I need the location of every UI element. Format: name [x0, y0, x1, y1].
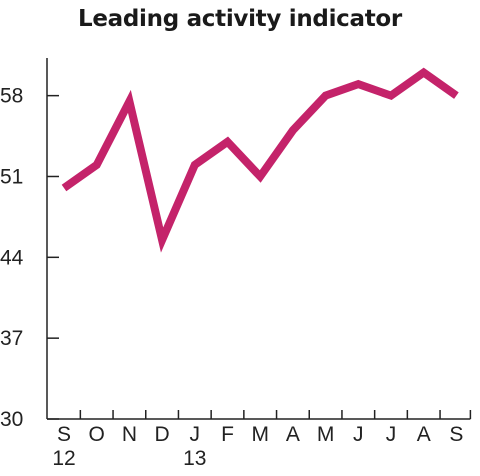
y-tick-label: 44 — [0, 246, 24, 269]
x-tick-label: A — [286, 423, 300, 446]
x-tick-label: J — [353, 423, 364, 446]
x-tick-label: O — [89, 423, 105, 446]
x-tick-label: J — [386, 423, 397, 446]
x-tick-label: N — [122, 423, 137, 446]
chart-title: Leading activity indicator — [78, 6, 402, 32]
x-tick-label: A — [417, 423, 431, 446]
x-tick-label: M — [317, 423, 335, 446]
x-tick-label: S — [449, 423, 463, 446]
y-tick-label: 30 — [0, 408, 23, 431]
x-year-label: 13 — [183, 447, 206, 470]
y-tick-label: 51 — [0, 165, 23, 188]
x-tick-label: J — [190, 423, 201, 446]
x-tick-label: F — [221, 423, 234, 446]
x-tick-label: D — [155, 423, 170, 446]
y-tick-label: 58 — [0, 85, 23, 108]
x-tick-label: S — [57, 423, 71, 446]
x-year-label: 12 — [52, 447, 75, 470]
y-tick-label: 37 — [0, 327, 23, 350]
x-tick-label: M — [251, 423, 269, 446]
series-line — [61, 67, 459, 253]
